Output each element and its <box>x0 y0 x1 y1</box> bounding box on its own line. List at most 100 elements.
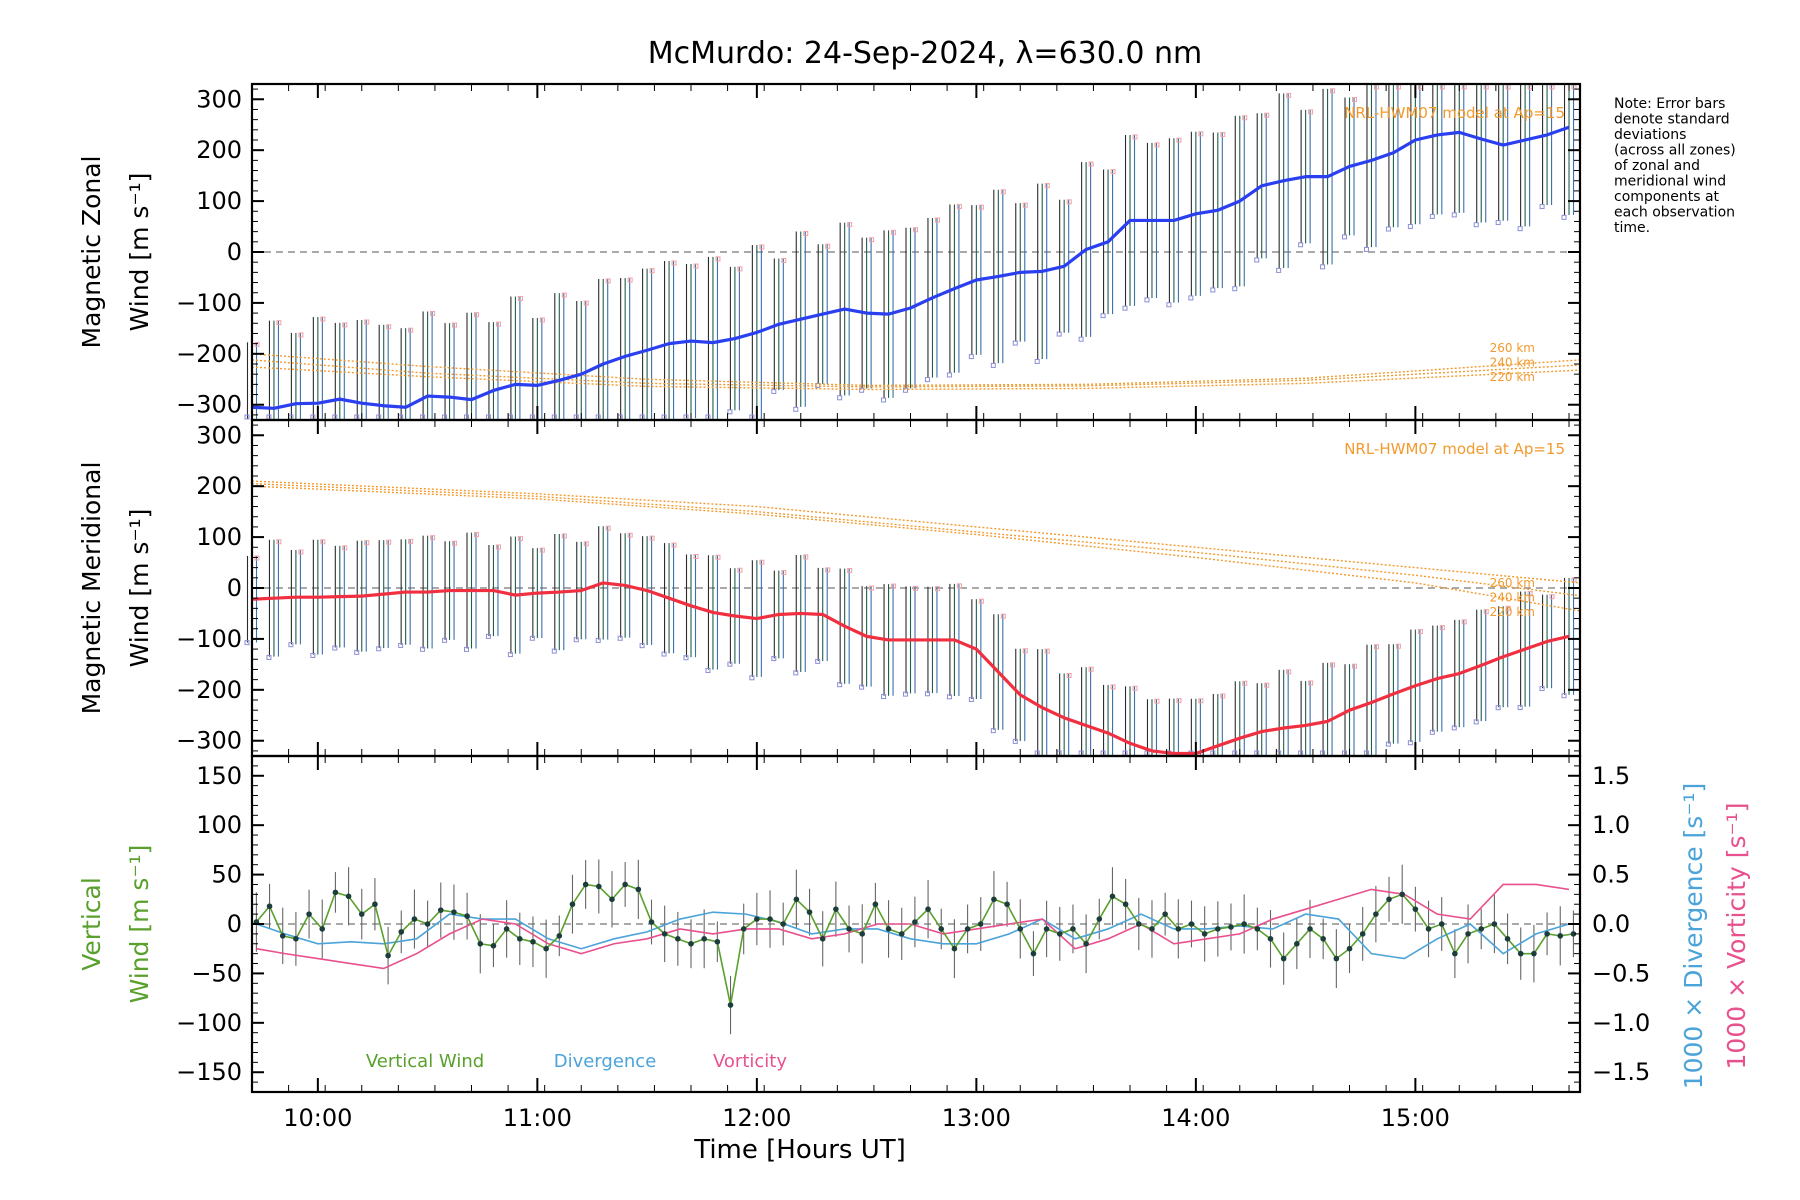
zone-marker <box>298 332 304 338</box>
zone-marker <box>1210 287 1216 293</box>
x-tick-label: 10:00 <box>283 1104 352 1132</box>
vertical-wind-point <box>1030 950 1037 957</box>
zone-marker <box>617 635 623 641</box>
vertical-wind-point <box>1373 911 1379 917</box>
zone-marker <box>793 670 799 676</box>
zone-marker <box>1429 729 1435 735</box>
zone-marker <box>495 544 501 550</box>
x-tick-label: 13:00 <box>942 1104 1011 1132</box>
zone-marker <box>1517 705 1523 711</box>
zone-marker <box>517 296 523 302</box>
zone-marker <box>605 278 611 284</box>
zone-marker <box>968 354 974 360</box>
zone-marker <box>529 635 535 641</box>
zone-marker <box>1517 226 1523 232</box>
vertical-wind-point <box>1070 926 1076 932</box>
model-line-260km <box>251 353 1581 387</box>
vertical-wind-point <box>358 911 365 917</box>
vertical-wind-point <box>398 929 405 935</box>
zone-marker <box>244 414 250 420</box>
y-tick-label: 0 <box>227 238 242 266</box>
vertical-wind-point <box>740 926 747 932</box>
zone-marker <box>1088 161 1094 167</box>
zone-marker <box>1352 97 1358 103</box>
vertical-wind-point <box>1438 921 1445 927</box>
vertical-wind-point <box>306 911 312 917</box>
vertical-wind-point <box>1175 926 1182 932</box>
vertical-wind-point <box>319 926 326 932</box>
zone-marker <box>903 691 909 697</box>
vertical-wind-point <box>1412 906 1419 912</box>
vertical-wind-point <box>1122 901 1129 908</box>
zone-marker <box>1549 594 1555 600</box>
vertical-wind-point <box>464 913 470 919</box>
vertical-wind-point <box>1228 924 1234 930</box>
figure-title: McMurdo: 24-Sep-2024, λ=630.0 nm <box>648 36 1202 71</box>
vertical-wind-point <box>1280 955 1287 962</box>
vertical-wind-point <box>925 906 931 912</box>
vertical-wind-point <box>1254 926 1261 932</box>
zone-marker <box>946 694 952 700</box>
zone-marker <box>430 535 436 541</box>
zone-marker <box>474 312 480 318</box>
zone-marker <box>376 646 382 652</box>
vertical-wind-point <box>279 933 286 939</box>
zone-marker <box>1220 131 1226 137</box>
zone-marker <box>1308 109 1314 115</box>
zone-marker <box>1505 605 1511 611</box>
vertical-wind-point <box>977 921 984 927</box>
zone-marker <box>495 321 501 327</box>
x-tick-label: 15:00 <box>1381 1104 1450 1132</box>
zone-marker <box>1254 257 1260 263</box>
y-tick-label: −200 <box>176 340 242 368</box>
model-label: NRL-HWM07 model at Ap=15 <box>1344 440 1565 458</box>
zone-marker <box>507 652 513 658</box>
model-altitude-label: 260 km <box>1490 576 1535 590</box>
zone-marker <box>1429 213 1435 219</box>
zone-marker <box>1198 698 1204 704</box>
zone-marker <box>474 532 480 538</box>
zone-marker <box>276 320 282 326</box>
zone-marker <box>1527 591 1533 597</box>
zone-marker <box>837 395 843 401</box>
zone-marker <box>727 409 733 415</box>
vertical-wind-point <box>266 903 273 910</box>
zone-marker <box>1276 267 1282 273</box>
zone-marker <box>956 583 962 589</box>
y-axis-title: Wind [m s⁻¹] <box>125 509 154 668</box>
zone-marker <box>1539 686 1545 692</box>
vertical-wind-point <box>688 940 694 947</box>
y-axis-title: Wind [m s⁻¹] <box>125 845 154 1004</box>
vertical-wind-point <box>661 931 668 937</box>
zone-marker <box>1342 234 1348 240</box>
zone-marker <box>1298 242 1304 248</box>
zone-marker <box>1000 189 1006 195</box>
vertical-wind-point <box>1504 936 1511 942</box>
y-tick-label: −50 <box>191 959 242 987</box>
y-tick-label: 150 <box>196 762 242 790</box>
zone-marker <box>276 539 282 545</box>
x-axis-title: Time [Hours UT] <box>693 1135 906 1165</box>
y-tick-label: 0 <box>227 910 242 938</box>
vertical-wind-point <box>1491 921 1498 927</box>
vertical-wind-point <box>1096 916 1103 922</box>
zone-marker <box>1122 305 1128 311</box>
zone-marker <box>595 637 601 643</box>
legend-item: Divergence <box>554 1051 657 1072</box>
zone-marker <box>442 637 448 643</box>
vertical-wind-point <box>424 921 431 927</box>
zone-marker <box>551 648 557 654</box>
vertical-wind-point <box>938 926 945 932</box>
zone-marker <box>1242 680 1248 686</box>
zone-marker <box>1000 613 1006 619</box>
y2-axis-title: 1000 × Vorticity [s⁻¹] <box>1722 803 1751 1070</box>
vertical-wind-point <box>754 916 760 922</box>
vertical-wind-point <box>859 931 866 937</box>
zone-marker <box>671 260 677 266</box>
vertical-wind-point <box>490 942 497 949</box>
vertical-wind-point <box>582 881 589 888</box>
model-line-260km <box>251 480 1581 584</box>
zone-marker <box>573 637 579 643</box>
